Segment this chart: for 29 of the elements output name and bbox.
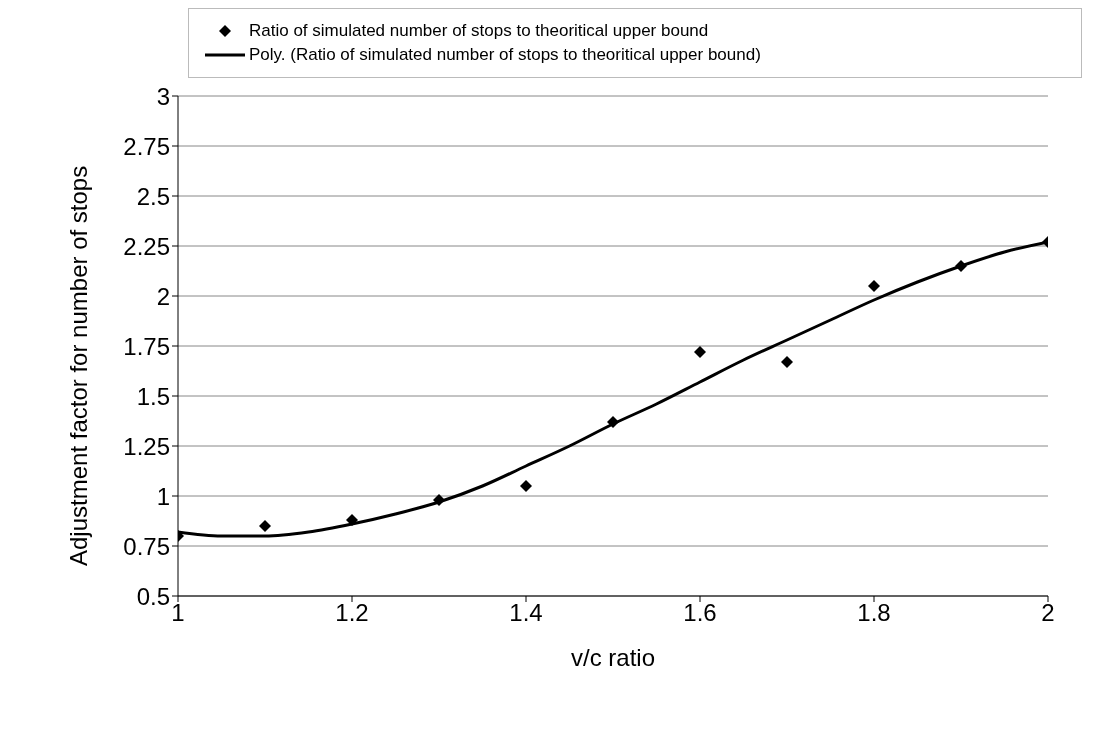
point [433, 494, 445, 506]
y-tick-label: 2.5 [136, 182, 170, 210]
point [694, 346, 706, 358]
point [259, 520, 271, 532]
legend-label: Poly. (Ratio of simulated number of stops to theoritical upper bound) [249, 45, 761, 65]
y-axis-title: Adjustment factor for number of stops [64, 165, 92, 566]
point [607, 416, 619, 428]
y-tick-label: 1.5 [136, 382, 170, 410]
y-tick-label: 1.75 [123, 332, 170, 360]
y-tick-label: 2.25 [123, 232, 170, 260]
x-tick-label: 1.6 [683, 599, 717, 627]
point [346, 514, 358, 526]
x-axis-title: v/c ratio [570, 644, 656, 671]
point [781, 356, 793, 368]
y-tick-label: 3 [156, 82, 170, 110]
y-tick-label: 2 [156, 282, 170, 310]
legend-label: Ratio of simulated number of stops to theoritical upper bound [249, 21, 709, 41]
y-tick-label: 2.75 [123, 132, 170, 160]
x-tick-label: 2 [1041, 599, 1055, 627]
point [955, 260, 967, 272]
x-tick-label: 1.8 [857, 599, 891, 627]
y-tick-label: 0.75 [123, 532, 170, 560]
y-tick-label: 1 [156, 482, 170, 510]
x-tick-label: 1.4 [509, 599, 543, 627]
x-tick-label: 1.2 [335, 599, 369, 627]
point [868, 280, 880, 292]
y-tick-label: 1.25 [123, 432, 170, 460]
y-tick-label: 0.5 [136, 582, 170, 610]
point [520, 480, 532, 492]
